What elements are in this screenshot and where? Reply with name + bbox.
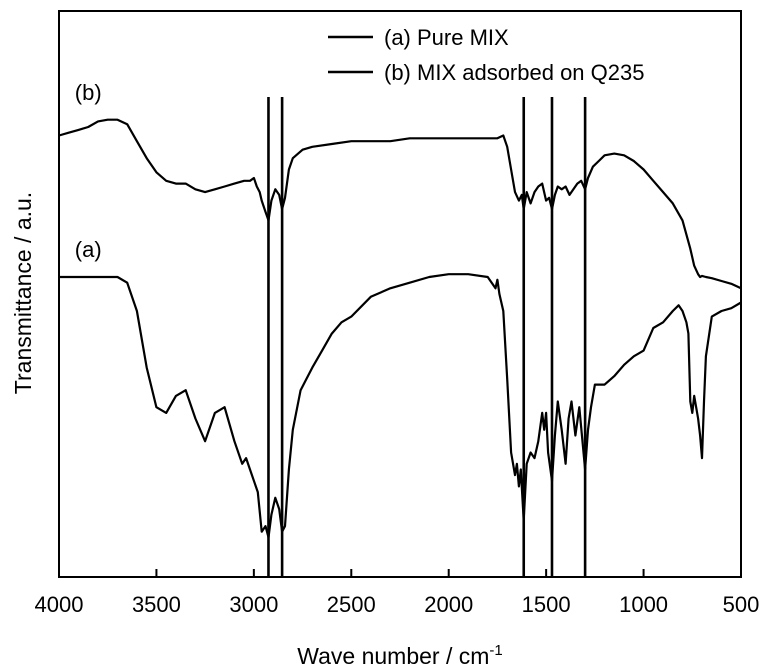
curve-labels: (b) (a) bbox=[75, 80, 102, 262]
x-tick-label-2500: 2500 bbox=[327, 592, 376, 617]
series-line-a-pure-mix bbox=[59, 273, 742, 539]
x-tick-label-3500: 3500 bbox=[132, 592, 181, 617]
plot-frame bbox=[58, 10, 742, 578]
x-axis-title-text: Wave number / cm bbox=[297, 643, 489, 669]
series-layer bbox=[58, 118, 742, 539]
x-tick-label-500: 500 bbox=[723, 592, 760, 617]
legend: (a) Pure MIX (b) MIX adsorbed on Q235 bbox=[328, 25, 644, 85]
legend-entry-b: (b) MIX adsorbed on Q235 bbox=[384, 60, 644, 85]
series-line-b-mix-on-q235 bbox=[58, 118, 742, 290]
x-tick-label-1500: 1500 bbox=[522, 592, 571, 617]
y-axis-title: Transmittance / a.u. bbox=[10, 192, 36, 394]
curve-label-a: (a) bbox=[75, 237, 102, 262]
reference-lines bbox=[267, 97, 587, 577]
x-tick-label-4000: 4000 bbox=[35, 592, 84, 617]
x-axis-title-superscript: -1 bbox=[489, 642, 502, 659]
x-axis-title: Wave number / cm-1 bbox=[297, 642, 503, 669]
curve-label-b: (b) bbox=[75, 80, 102, 105]
legend-entry-a: (a) Pure MIX bbox=[384, 25, 509, 50]
x-axis-ticks: 4000 3500 3000 2500 2000 1500 1000 500 bbox=[35, 569, 760, 617]
x-tick-label-2000: 2000 bbox=[424, 592, 473, 617]
x-tick-label-1000: 1000 bbox=[619, 592, 668, 617]
x-tick-label-3000: 3000 bbox=[229, 592, 278, 617]
